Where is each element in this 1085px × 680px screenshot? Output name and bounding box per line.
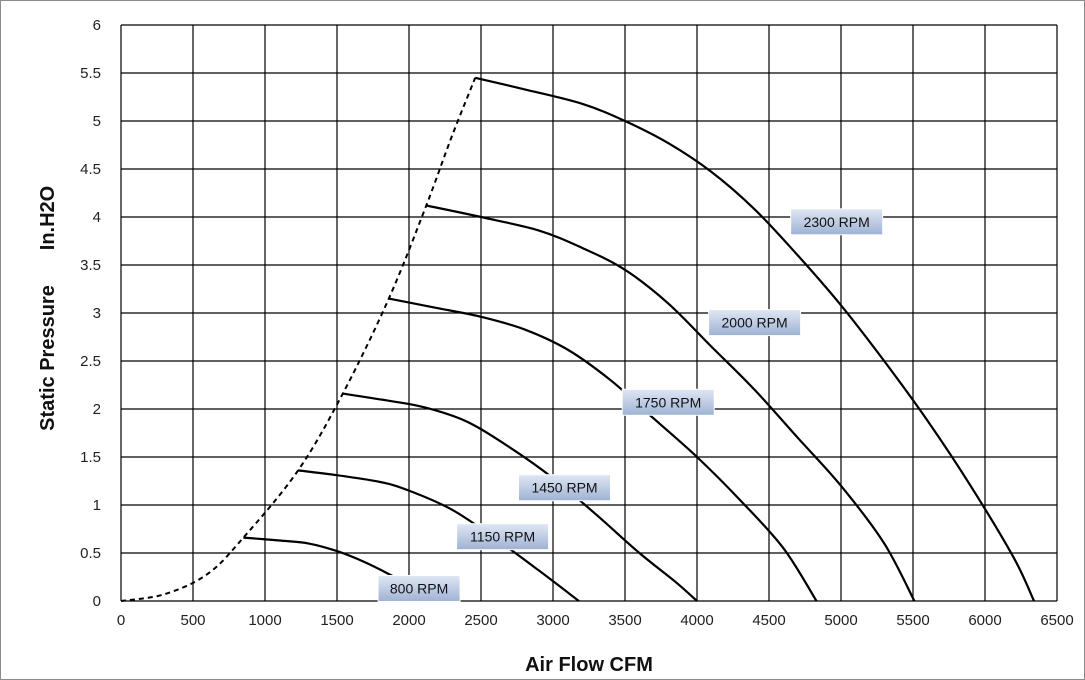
- rpm-label-box: [377, 575, 461, 603]
- rpm-label-text: 2000 RPM: [722, 315, 788, 331]
- x-tick-label: 1500: [320, 612, 353, 629]
- x-tick-label: 5500: [896, 612, 929, 629]
- rpm-label-box: [456, 523, 550, 551]
- series-line-2300-rpm: [474, 76, 1035, 602]
- rpm-labels: 800 RPM 1150 RPM 1450 RPM 1750 RPM 2000 RPM 2…: [377, 208, 884, 603]
- y-tick-label: 2: [93, 401, 101, 418]
- y-tick-label: 1.5: [80, 449, 101, 466]
- rpm-label-box: [790, 208, 884, 236]
- y-tick-label: 5: [93, 113, 101, 130]
- y-tick-label: 6: [93, 17, 101, 34]
- x-tick-label: 2000: [392, 612, 425, 629]
- x-tick-label: 6000: [968, 612, 1001, 629]
- rpm-label-box: [708, 309, 802, 337]
- x-tick-label: 500: [180, 612, 205, 629]
- rpm-label-box: [621, 388, 715, 416]
- x-tick-label: 4000: [680, 612, 713, 629]
- y-tick-label: 5.5: [80, 65, 101, 82]
- rpm-label-text: 1450 RPM: [531, 480, 597, 496]
- y-tick-label: 3.5: [80, 257, 101, 274]
- x-tick-label: 2500: [464, 612, 497, 629]
- rpm-label-text: 1750 RPM: [635, 394, 701, 410]
- rpm-label-text: 1150 RPM: [470, 529, 535, 545]
- series-line-1150-rpm: [297, 469, 580, 602]
- rpm-label-text: 800 RPM: [390, 581, 448, 597]
- x-tick-label: 6500: [1040, 612, 1073, 629]
- x-tick-label: 0: [117, 612, 125, 629]
- grid: [120, 24, 1058, 602]
- plot-area: [120, 76, 1035, 603]
- y-axis-title-unit: In.H2O: [37, 186, 59, 250]
- y-tick-label: 3: [93, 305, 101, 322]
- x-tick-label: 3000: [536, 612, 569, 629]
- y-tick-label: 2.5: [80, 353, 101, 370]
- tick-labels: 0 500 1000 1500 2000 2500 3000 3500 4000 4500 5000…: [80, 17, 1074, 629]
- x-axis-title: Air Flow CFM: [525, 654, 653, 676]
- y-tick-label: 1: [93, 497, 101, 514]
- x-tick-label: 1000: [248, 612, 281, 629]
- y-tick-label: 4: [93, 209, 101, 226]
- x-tick-label: 5000: [824, 612, 857, 629]
- series-line-1750-rpm: [388, 297, 818, 602]
- series-line-1450-rpm: [342, 392, 698, 602]
- x-tick-label: 4500: [752, 612, 785, 629]
- rpm-label-text: 2300 RPM: [804, 214, 870, 230]
- y-tick-label: 0.5: [80, 545, 101, 562]
- y-tick-label: 4.5: [80, 161, 101, 178]
- series-line-2000-rpm: [426, 204, 916, 602]
- y-tick-label: 0: [93, 593, 101, 610]
- x-tick-label: 3500: [608, 612, 641, 629]
- y-axis-title-pressure: Static Pressure: [37, 285, 59, 431]
- rpm-label-box: [518, 474, 612, 502]
- system-curve-dashed: [120, 77, 477, 602]
